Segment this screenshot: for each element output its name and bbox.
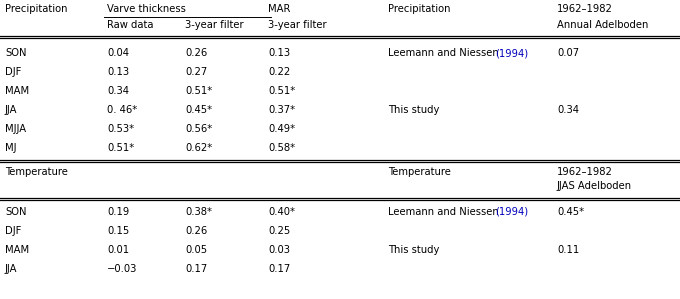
Text: Precipitation: Precipitation (388, 4, 450, 14)
Text: 0.62*: 0.62* (185, 143, 212, 153)
Text: 0.45*: 0.45* (557, 207, 584, 217)
Text: 0.26: 0.26 (185, 48, 207, 58)
Text: 0.03: 0.03 (268, 245, 290, 255)
Text: 3-year filter: 3-year filter (268, 20, 326, 30)
Text: 0.04: 0.04 (107, 48, 129, 58)
Text: 0.27: 0.27 (185, 67, 207, 77)
Text: 0.17: 0.17 (268, 264, 290, 274)
Text: DJF: DJF (5, 67, 21, 77)
Text: 1962–1982: 1962–1982 (557, 4, 613, 14)
Text: 0.34: 0.34 (557, 105, 579, 115)
Text: MAM: MAM (5, 245, 29, 255)
Text: Varve thickness: Varve thickness (107, 4, 186, 14)
Text: 1962–1982: 1962–1982 (557, 167, 613, 177)
Text: JJA: JJA (5, 105, 18, 115)
Text: 0.53*: 0.53* (107, 124, 134, 134)
Text: 0.15: 0.15 (107, 226, 129, 236)
Text: 0.49*: 0.49* (268, 124, 295, 134)
Text: 0.13: 0.13 (107, 67, 129, 77)
Text: −0.03: −0.03 (107, 264, 137, 274)
Text: 0.13: 0.13 (268, 48, 290, 58)
Text: 0.34: 0.34 (107, 86, 129, 96)
Text: 0.58*: 0.58* (268, 143, 295, 153)
Text: 0.07: 0.07 (557, 48, 579, 58)
Text: 0.19: 0.19 (107, 207, 129, 217)
Text: 0.37*: 0.37* (268, 105, 295, 115)
Text: SON: SON (5, 48, 27, 58)
Text: 0. 46*: 0. 46* (107, 105, 137, 115)
Text: 0.51*: 0.51* (185, 86, 212, 96)
Text: This study: This study (388, 105, 439, 115)
Text: 0.40*: 0.40* (268, 207, 295, 217)
Text: 0.25: 0.25 (268, 226, 290, 236)
Text: 0.11: 0.11 (557, 245, 579, 255)
Text: 0.01: 0.01 (107, 245, 129, 255)
Text: 0.51*: 0.51* (268, 86, 295, 96)
Text: MJ: MJ (5, 143, 16, 153)
Text: DJF: DJF (5, 226, 21, 236)
Text: Temperature: Temperature (388, 167, 451, 177)
Text: 0.38*: 0.38* (185, 207, 212, 217)
Text: 0.05: 0.05 (185, 245, 207, 255)
Text: SON: SON (5, 207, 27, 217)
Text: 0.45*: 0.45* (185, 105, 212, 115)
Text: (1994): (1994) (496, 207, 528, 217)
Text: JJAS Adelboden: JJAS Adelboden (557, 181, 632, 191)
Text: 0.17: 0.17 (185, 264, 207, 274)
Text: Leemann and Niessen: Leemann and Niessen (388, 48, 502, 58)
Text: (1994): (1994) (496, 48, 528, 58)
Text: 0.26: 0.26 (185, 226, 207, 236)
Text: MAR: MAR (268, 4, 290, 14)
Text: JJA: JJA (5, 264, 18, 274)
Text: 0.51*: 0.51* (107, 143, 134, 153)
Text: 0.22: 0.22 (268, 67, 290, 77)
Text: This study: This study (388, 245, 439, 255)
Text: Precipitation: Precipitation (5, 4, 67, 14)
Text: 0.56*: 0.56* (185, 124, 212, 134)
Text: MJJA: MJJA (5, 124, 26, 134)
Text: 3-year filter: 3-year filter (185, 20, 243, 30)
Text: Temperature: Temperature (5, 167, 68, 177)
Text: Raw data: Raw data (107, 20, 154, 30)
Text: MAM: MAM (5, 86, 29, 96)
Text: Annual Adelboden: Annual Adelboden (557, 20, 648, 30)
Text: Leemann and Niessen: Leemann and Niessen (388, 207, 502, 217)
